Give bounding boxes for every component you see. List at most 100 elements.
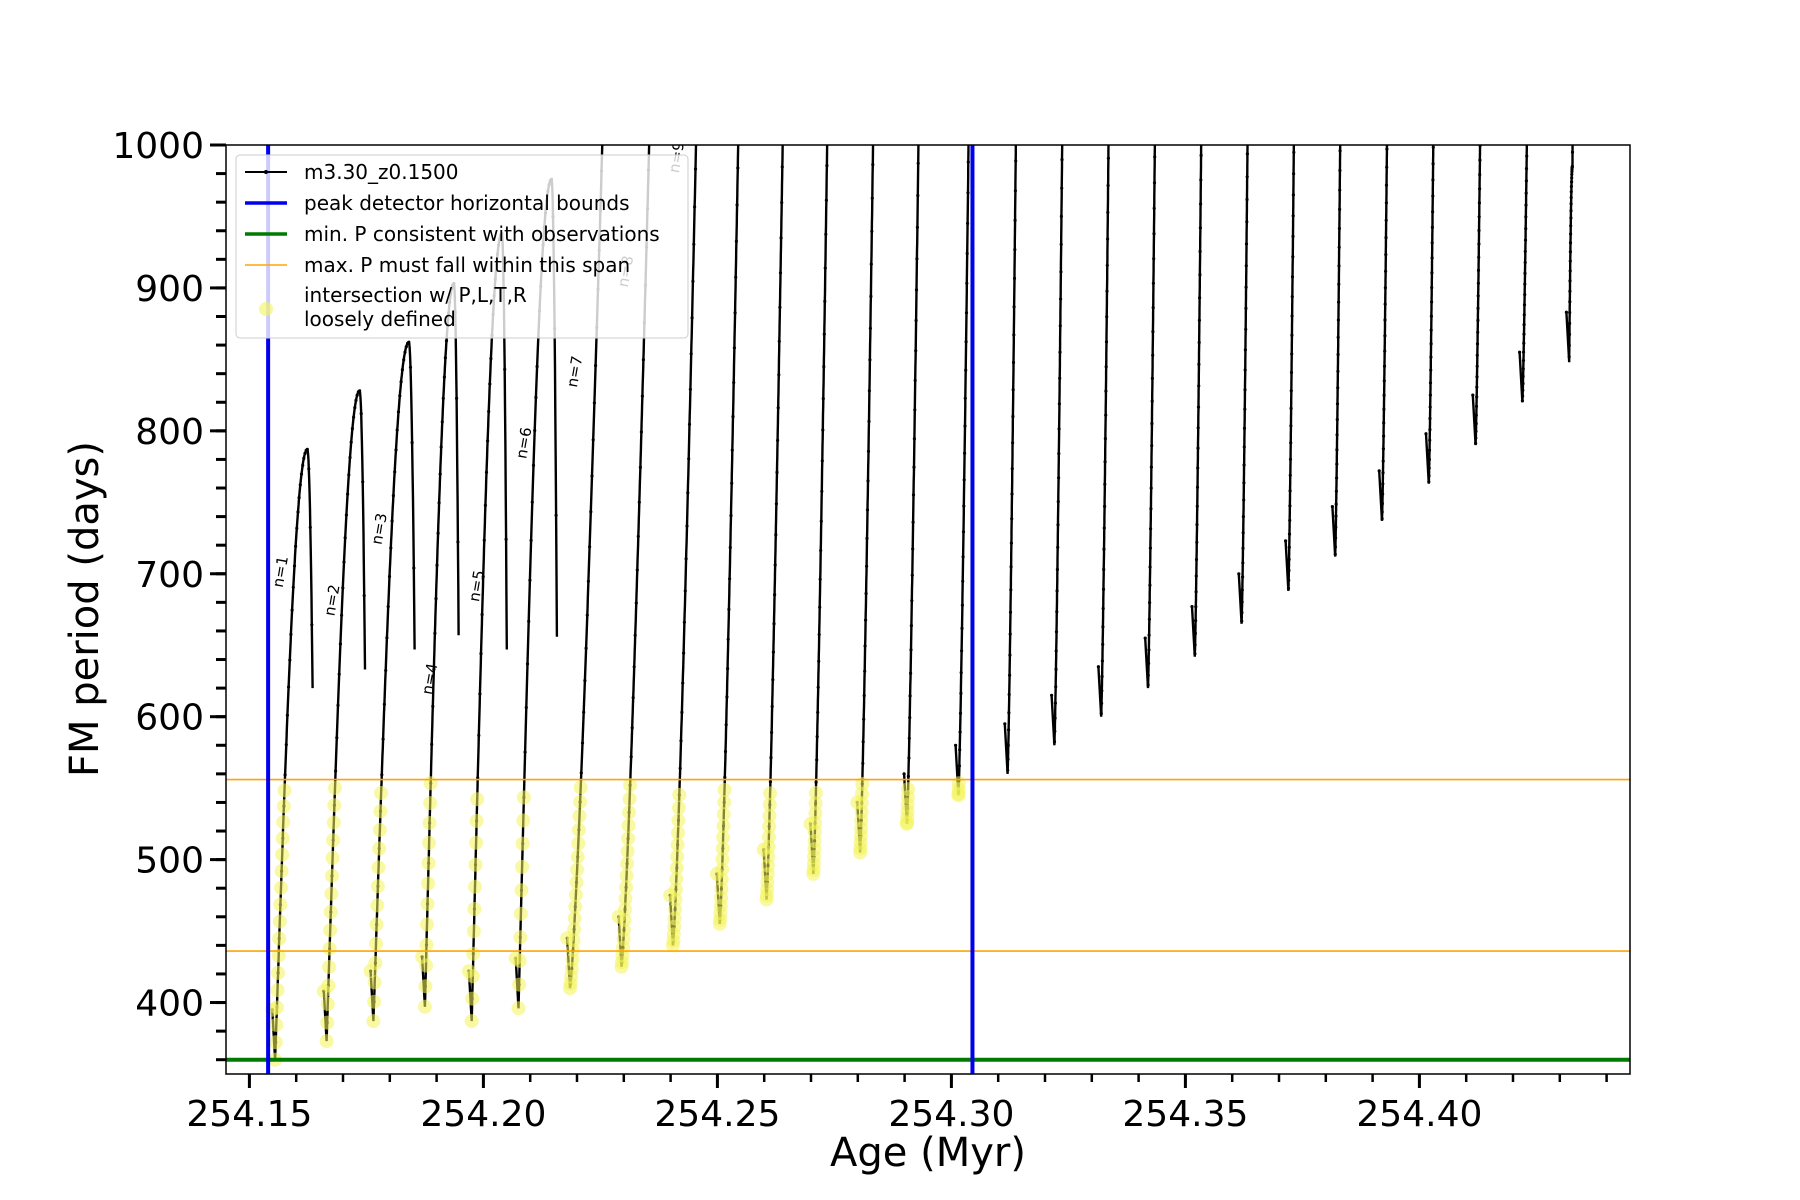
intersection-marker bbox=[326, 833, 341, 848]
model-series-point bbox=[1053, 701, 1057, 705]
model-series-point bbox=[523, 750, 527, 754]
intersection-marker bbox=[419, 958, 433, 973]
model-series-point bbox=[965, 281, 969, 285]
model-series-point bbox=[769, 756, 773, 760]
intersection-marker bbox=[618, 902, 632, 917]
model-series-point bbox=[1197, 340, 1201, 345]
model-series-point bbox=[915, 225, 920, 229]
x-axis-title: Age (Myr) bbox=[830, 1130, 1026, 1176]
model-series-point bbox=[1428, 438, 1432, 442]
intersection-marker bbox=[808, 785, 823, 800]
model-series-point bbox=[778, 271, 783, 275]
model-series-point bbox=[822, 365, 826, 369]
model-series-point bbox=[871, 163, 875, 167]
model-series-point bbox=[725, 695, 729, 699]
model-series-point bbox=[1198, 296, 1202, 300]
model-series-point bbox=[636, 534, 640, 539]
model-series-point bbox=[820, 489, 824, 493]
intersection-marker bbox=[573, 794, 588, 809]
model-series-point bbox=[961, 555, 965, 559]
model-series-point bbox=[736, 166, 740, 170]
model-series-point bbox=[396, 410, 401, 414]
model-series-point bbox=[1337, 226, 1341, 231]
model-series-point bbox=[1150, 444, 1154, 448]
model-series-point bbox=[1061, 129, 1064, 132]
model-series-point bbox=[352, 415, 356, 419]
model-series-point bbox=[488, 382, 492, 386]
model-series-point bbox=[691, 279, 695, 283]
model-series-point bbox=[1524, 215, 1528, 219]
intersection-marker bbox=[323, 923, 338, 938]
model-series-point bbox=[355, 393, 359, 397]
model-series-point bbox=[504, 537, 508, 541]
x-tick-label: 254.30 bbox=[888, 1094, 1014, 1135]
intersection-marker bbox=[516, 790, 531, 805]
model-series-point bbox=[861, 761, 865, 766]
model-series-point bbox=[527, 619, 531, 624]
intersection-marker bbox=[669, 860, 684, 875]
model-series-point bbox=[1096, 665, 1100, 669]
legend-minp-label: min. P consistent with observations bbox=[304, 222, 660, 246]
model-series-point bbox=[480, 612, 484, 617]
model-series-point bbox=[1568, 250, 1572, 254]
model-series-point bbox=[1430, 300, 1434, 304]
model-series-point bbox=[1569, 216, 1573, 220]
model-series-point bbox=[869, 262, 873, 266]
model-series-point bbox=[1334, 514, 1338, 518]
model-series-point bbox=[394, 448, 398, 452]
model-series-point bbox=[1199, 178, 1203, 182]
model-series-point bbox=[1153, 129, 1156, 132]
model-series-point bbox=[1055, 567, 1059, 572]
model-series-point bbox=[348, 455, 352, 460]
intersection-marker bbox=[951, 776, 966, 791]
model-series-point bbox=[866, 449, 871, 453]
model-series-point bbox=[1476, 318, 1480, 322]
model-series-point bbox=[534, 395, 538, 400]
model-series-point bbox=[914, 349, 918, 353]
model-series-point bbox=[1153, 155, 1157, 159]
model-series-point bbox=[823, 266, 827, 270]
model-series-point bbox=[864, 618, 868, 622]
model-series-point bbox=[399, 380, 403, 384]
model-series-point bbox=[824, 198, 829, 202]
model-series-point bbox=[687, 457, 691, 461]
model-series-point bbox=[1011, 388, 1015, 392]
model-series-point bbox=[1523, 238, 1528, 242]
model-series-point bbox=[1427, 480, 1431, 484]
model-series-point bbox=[820, 459, 824, 463]
model-series-point bbox=[1477, 201, 1481, 205]
model-series-point bbox=[1570, 176, 1574, 180]
model-series-point bbox=[1104, 413, 1108, 417]
model-series-point bbox=[1382, 421, 1386, 425]
model-series-point bbox=[1384, 218, 1388, 222]
model-series-point bbox=[1335, 433, 1339, 437]
intersection-marker bbox=[761, 839, 776, 854]
model-series-point bbox=[1240, 600, 1244, 604]
model-series-point bbox=[1338, 207, 1342, 211]
model-series-point bbox=[580, 741, 585, 745]
model-series-point bbox=[1292, 172, 1296, 176]
model-series-point bbox=[310, 623, 314, 627]
model-series-point bbox=[1568, 269, 1572, 273]
model-series-point bbox=[1195, 485, 1200, 489]
intersection-marker bbox=[423, 796, 438, 811]
model-series-point bbox=[387, 574, 392, 579]
model-series-point bbox=[909, 624, 914, 628]
model-series-point bbox=[1478, 187, 1482, 191]
model-series-point bbox=[1106, 156, 1110, 160]
model-series-point bbox=[1477, 228, 1481, 233]
model-series-point bbox=[1569, 190, 1573, 194]
model-series-point bbox=[1102, 567, 1106, 572]
model-series-line bbox=[1190, 145, 1203, 657]
model-series-point bbox=[344, 513, 348, 517]
model-series-point bbox=[1195, 540, 1199, 545]
model-series-point bbox=[586, 579, 591, 583]
model-series-point bbox=[400, 368, 404, 372]
model-series-point bbox=[1240, 619, 1244, 623]
model-series-point bbox=[391, 494, 395, 498]
model-series-point bbox=[631, 696, 635, 700]
intersection-marker bbox=[763, 786, 778, 801]
model-series-point bbox=[1525, 129, 1528, 132]
model-series-point bbox=[907, 736, 911, 740]
intersection-marker bbox=[423, 776, 438, 791]
